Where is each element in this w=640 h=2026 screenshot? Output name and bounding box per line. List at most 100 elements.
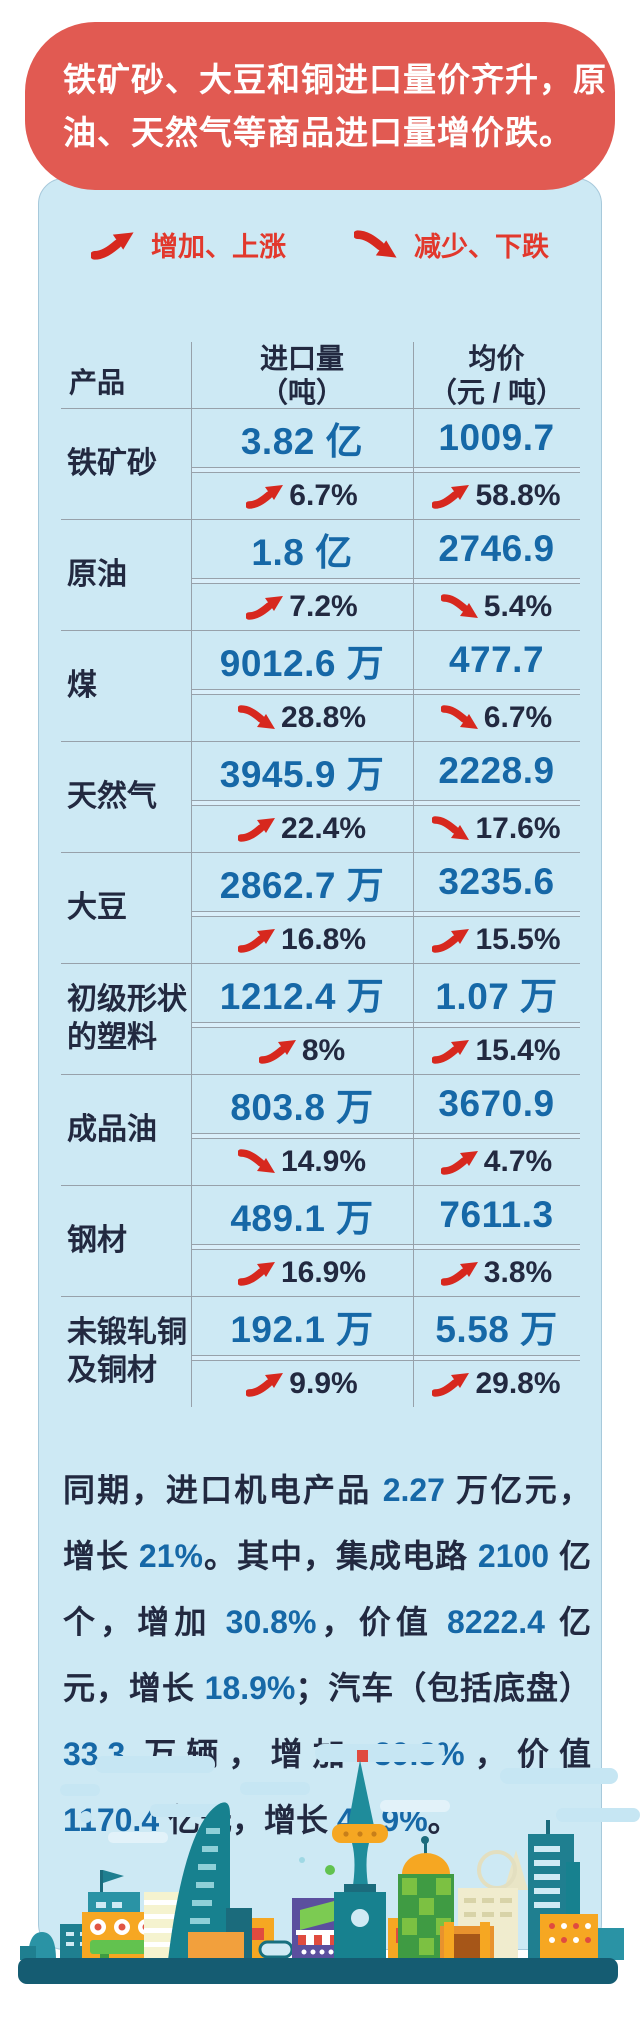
table-row: 天然气 3945.9 万 2228.9 22.4% 17.6% (61, 741, 580, 852)
product-name: 未锻轧铜及铜材 (67, 1316, 187, 1387)
summary-number: 8222.4 (447, 1604, 545, 1640)
price-change: 15.5% (413, 917, 580, 963)
price-change: 17.6% (413, 806, 580, 852)
summary-number: 18.9% (204, 1670, 296, 1706)
quantity-value: 3945.9 万 (219, 754, 385, 795)
summary-text: ，价值 (464, 1736, 591, 1772)
up-arrow-icon (238, 816, 278, 842)
price-change: 5.4% (413, 584, 580, 630)
data-table: 产品 进口量 （吨） 均价 （元 / 吨） 铁矿砂 3.82 亿 1009.7 6.7… (61, 342, 580, 1407)
row-separator (191, 1133, 580, 1139)
product-name: 成品油 (67, 1113, 157, 1146)
header-product: 产品 (69, 367, 126, 398)
down-arrow-icon (238, 705, 278, 731)
quantity-value: 9012.6 万 (219, 643, 385, 684)
price-value: 1.07 万 (435, 976, 558, 1017)
quantity-value: 489.1 万 (230, 1198, 374, 1239)
down-arrow-icon (354, 230, 400, 260)
price-value: 477.7 (448, 639, 545, 680)
quantity-change: 14.9% (191, 1139, 413, 1185)
row-separator (191, 578, 580, 584)
price-change: 29.8% (413, 1361, 580, 1407)
quantity-change: 8% (191, 1028, 413, 1074)
summary-text: 亿元，增长 (63, 1604, 591, 1706)
up-arrow-icon (246, 1371, 286, 1397)
product-name: 大豆 (67, 891, 127, 924)
quantity-change: 16.8% (191, 917, 413, 963)
header-quantity: 进口量 （吨） (259, 343, 344, 408)
up-arrow-icon (91, 230, 137, 260)
quantity-change: 6.7% (191, 473, 413, 519)
quantity-change: 16.9% (191, 1250, 413, 1296)
quantity-change: 28.8% (191, 695, 413, 741)
table-header-row: 产品 进口量 （吨） 均价 （元 / 吨） (61, 342, 580, 408)
summary-text: ；汽车（包括底盘） (295, 1670, 591, 1706)
up-arrow-icon (238, 1260, 278, 1286)
table-row: 原油 1.8 亿 2746.9 7.2% 5.4% (61, 519, 580, 630)
table-row: 铁矿砂 3.82 亿 1009.7 6.7% 58.8% (61, 408, 580, 519)
summary-text: 万亿元，增长 (63, 1472, 591, 1574)
row-separator (191, 800, 580, 806)
down-arrow-icon (238, 1149, 278, 1175)
table-row: 钢材 489.1 万 7611.3 16.9% 3.8% (61, 1185, 580, 1296)
row-separator (191, 1355, 580, 1361)
quantity-change: 9.9% (191, 1361, 413, 1407)
price-change: 6.7% (413, 695, 580, 741)
price-change: 3.8% (413, 1250, 580, 1296)
summary-text: ，价值 (316, 1604, 448, 1640)
product-name: 初级形状的塑料 (67, 983, 187, 1054)
quantity-value: 803.8 万 (230, 1087, 374, 1128)
table-row: 成品油 803.8 万 3670.9 14.9% 4.7% (61, 1074, 580, 1185)
column-divider (413, 342, 414, 1407)
content-panel: 增加、上涨 减少、下跌 产品 进口量 （吨） 均价 （元 / 吨） 铁矿砂 3.8… (38, 178, 602, 1950)
price-value: 7611.3 (439, 1194, 554, 1235)
product-name: 煤 (67, 669, 97, 702)
price-value: 2746.9 (438, 528, 555, 569)
summary-text: 同期，进口机电产品 (63, 1472, 383, 1508)
up-arrow-icon (432, 927, 472, 953)
price-value: 2228.9 (438, 750, 555, 791)
price-value: 1009.7 (438, 417, 555, 458)
price-change: 15.4% (413, 1028, 580, 1074)
cityscape-illustration (18, 1744, 640, 1984)
table-body: 铁矿砂 3.82 亿 1009.7 6.7% 58.8% 原油 1.8 亿 2746.9 7.2… (61, 408, 580, 1407)
summary-number: 30.8% (225, 1604, 317, 1640)
title-line-1: 铁矿砂、大豆和铜进口量价齐升，原 (63, 61, 607, 98)
row-separator (191, 689, 580, 695)
row-separator (191, 467, 580, 473)
product-name: 钢材 (67, 1224, 127, 1257)
up-arrow-icon (246, 594, 286, 620)
up-arrow-icon (441, 1260, 481, 1286)
quantity-change: 7.2% (191, 584, 413, 630)
legend: 增加、上涨 减少、下跌 (39, 225, 601, 264)
quantity-value: 1212.4 万 (219, 976, 385, 1017)
quantity-value: 3.82 亿 (240, 421, 364, 462)
row-separator (191, 911, 580, 917)
up-arrow-icon (246, 483, 286, 509)
legend-up-label: 增加、上涨 (151, 232, 286, 262)
row-separator (191, 1022, 580, 1028)
product-name: 原油 (67, 558, 127, 591)
quantity-value: 2862.7 万 (219, 865, 385, 906)
down-arrow-icon (441, 705, 481, 731)
title-banner: 铁矿砂、大豆和铜进口量价齐升，原 油、天然气等商品进口量增价跌。 (25, 22, 615, 190)
up-arrow-icon (259, 1038, 299, 1064)
down-arrow-icon (441, 594, 481, 620)
summary-number: 21% (138, 1538, 203, 1574)
table-row: 煤 9012.6 万 477.7 28.8% 6.7% (61, 630, 580, 741)
row-separator (191, 1244, 580, 1250)
title-line-2: 油、天然气等商品进口量增价跌。 (63, 114, 573, 151)
price-value: 3235.6 (438, 861, 555, 902)
price-value: 5.58 万 (435, 1309, 558, 1350)
legend-down-label: 减少、下跌 (414, 232, 549, 262)
quantity-value: 1.8 亿 (251, 532, 353, 573)
header-price: 均价 （元 / 吨） (428, 343, 565, 408)
up-arrow-icon (432, 1371, 472, 1397)
quantity-change: 22.4% (191, 806, 413, 852)
price-value: 3670.9 (438, 1083, 555, 1124)
summary-paragraph: 同期，进口机电产品 2.27 万亿元，增长 21%。其中，集成电路 2100 亿… (63, 1457, 591, 1853)
price-change: 4.7% (413, 1139, 580, 1185)
summary-text: 亿个，增加 (63, 1538, 591, 1640)
column-divider (191, 342, 192, 1407)
up-arrow-icon (432, 1038, 472, 1064)
